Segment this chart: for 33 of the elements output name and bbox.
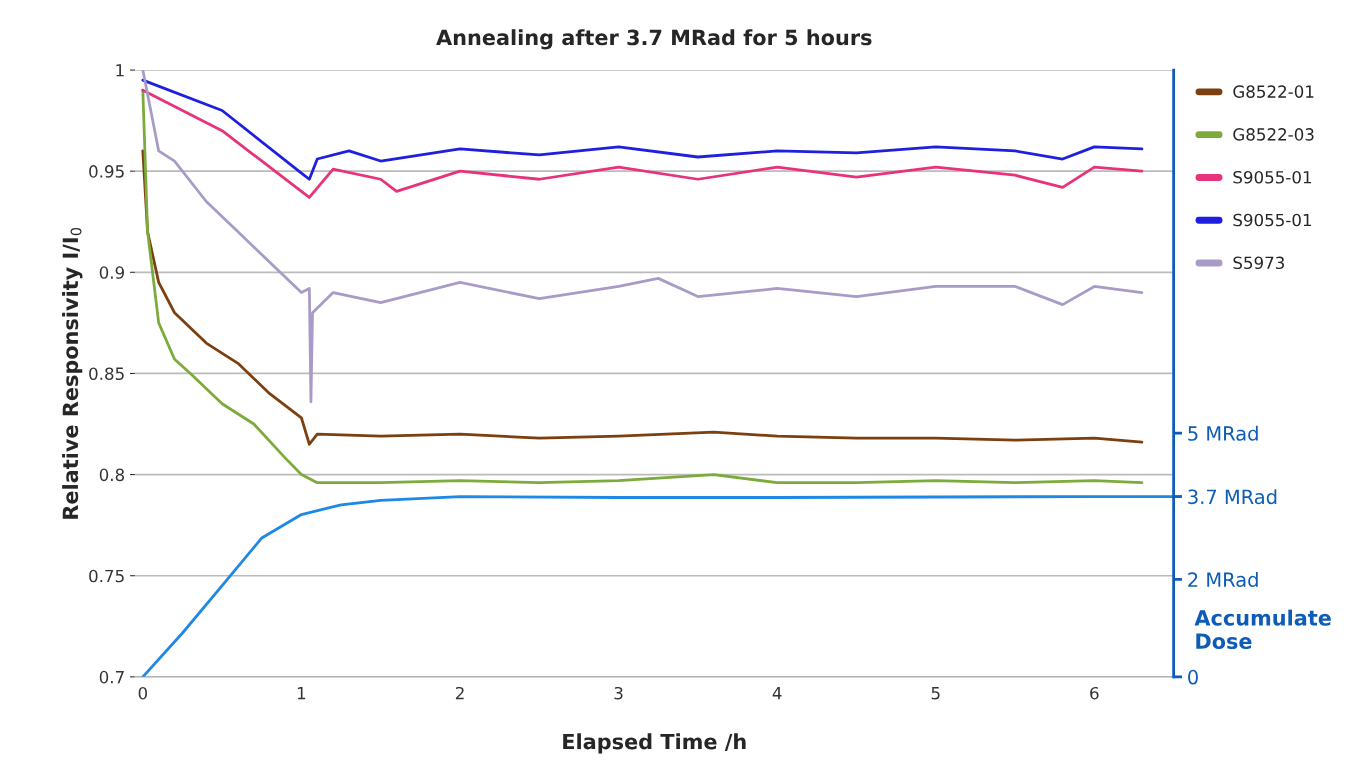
y-tick-label: 0.85 — [89, 367, 124, 381]
y-tick-label: 0.75 — [89, 569, 124, 583]
y-tick-label: 0.9 — [99, 266, 125, 279]
x-tick-label: 2 — [455, 686, 464, 700]
chart-title: Annealing after 3.7 MRad for 5 hours — [436, 29, 872, 50]
y2-tick-label: 5 MRad — [1188, 425, 1258, 441]
x-tick-label: 3 — [614, 686, 623, 700]
line-series — [141, 88, 1144, 199]
line-series — [141, 495, 1174, 677]
y-tick-label: 1 — [116, 64, 124, 77]
legend-label: S9055-01 — [1233, 213, 1312, 227]
x-tick-label: 4 — [772, 687, 782, 700]
line-series — [141, 78, 1144, 181]
y-tick-label: 0.8 — [99, 468, 125, 482]
line-series — [141, 70, 1144, 404]
y-axis-title: Relative Responsivity I/I$_{0}$ — [62, 227, 83, 519]
y-tick-label: 0.7 — [99, 670, 124, 684]
legend-label: S5973 — [1233, 256, 1285, 270]
x-tick-label: 5 — [931, 687, 940, 700]
x-axis-title: Elapsed Time /h — [563, 733, 746, 754]
x-tick-label: 6 — [1090, 686, 1099, 700]
x-tick-label: 0 — [138, 686, 148, 700]
y2-tick-label: 3.7 MRad — [1188, 489, 1277, 505]
legend-label: S9055-01 — [1233, 170, 1312, 184]
y-tick-label: 0.95 — [89, 165, 124, 178]
line-series — [141, 88, 1144, 485]
y2-tick-label: 0 — [1188, 669, 1198, 685]
legend-label: G8522-03 — [1233, 128, 1314, 141]
legend-label: G8522-01 — [1233, 85, 1314, 98]
line-series — [141, 149, 1144, 446]
y2-axis-title: Accumulate Dose — [1194, 609, 1331, 650]
y2-tick-label: 2 MRad — [1188, 571, 1258, 588]
x-tick-label: 1 — [297, 687, 306, 700]
